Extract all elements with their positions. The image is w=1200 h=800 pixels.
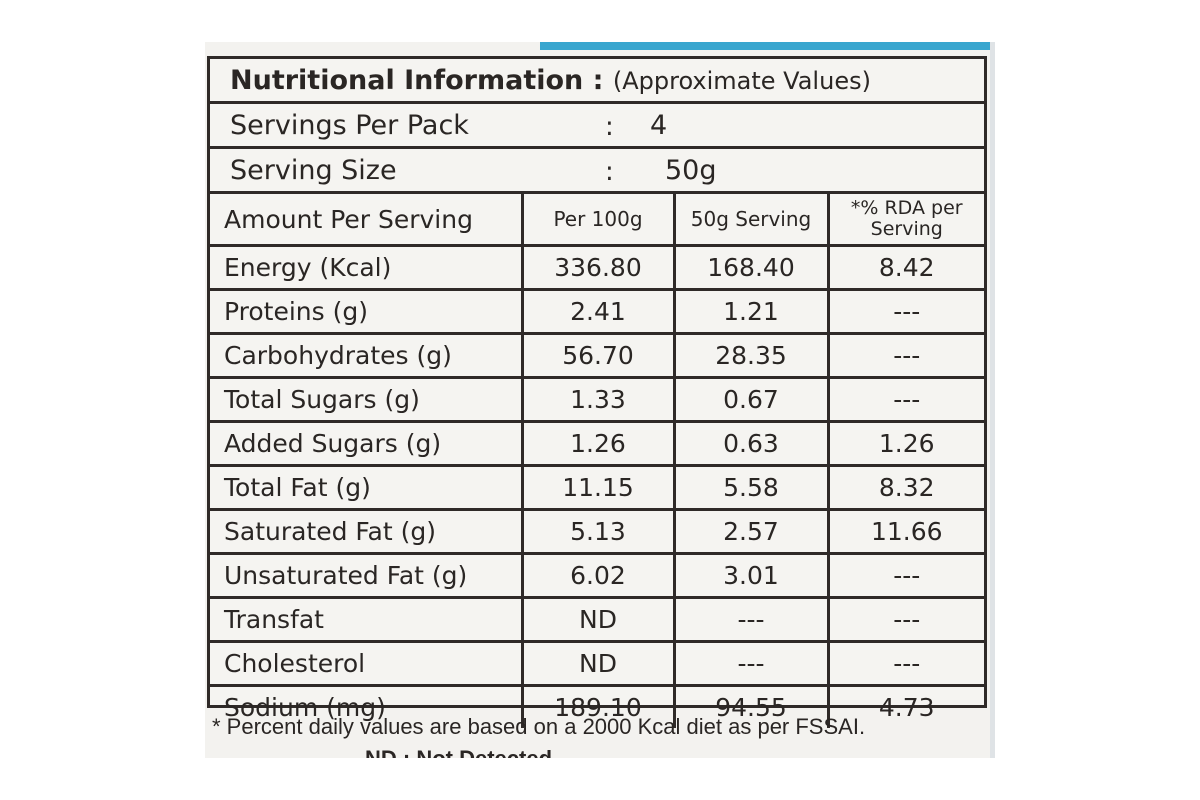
nutrition-table: Amount Per Serving Per 100g 50g Serving … bbox=[210, 194, 984, 728]
column-header-amount: Amount Per Serving bbox=[210, 194, 524, 247]
label-title-row: Nutritional Information : (Approximate V… bbox=[210, 59, 984, 104]
per-100g-value: ND bbox=[522, 641, 676, 687]
nd-note: ND : Not Detected bbox=[365, 746, 552, 758]
per-serving-value: 28.35 bbox=[674, 333, 830, 379]
nutrient-name: Cholesterol bbox=[210, 641, 524, 687]
servings-per-pack-row: Servings Per Pack : 4 bbox=[210, 104, 984, 149]
label-title-text: Nutritional Information : bbox=[230, 65, 604, 96]
nutrient-name: Saturated Fat (g) bbox=[210, 509, 524, 555]
nutrition-label: Nutritional Information : (Approximate V… bbox=[207, 56, 987, 728]
per-serving-value: 0.67 bbox=[674, 377, 830, 423]
nutrient-name: Transfat bbox=[210, 597, 524, 643]
table-row: Energy (Kcal) 336.80 168.40 8.42 bbox=[210, 245, 984, 291]
servings-per-pack-value: 4 bbox=[650, 110, 668, 141]
per-100g-value: 1.26 bbox=[522, 421, 676, 467]
table-row: Proteins (g) 2.41 1.21 --- bbox=[210, 289, 984, 335]
servings-per-pack-label: Servings Per Pack bbox=[230, 110, 469, 141]
package-edge bbox=[990, 42, 995, 758]
table-row: Sodium (mg) 189.10 94.55 4.73 bbox=[210, 685, 984, 728]
per-serving-value: --- bbox=[674, 597, 830, 643]
per-100g-value: 11.15 bbox=[522, 465, 676, 511]
per-100g-value: 6.02 bbox=[522, 553, 676, 599]
rda-value: 8.32 bbox=[828, 465, 984, 511]
per-100g-value: 336.80 bbox=[522, 245, 676, 291]
per-100g-value: 5.13 bbox=[522, 509, 676, 555]
per-100g-value: 1.33 bbox=[522, 377, 676, 423]
servings-per-pack-colon: : bbox=[605, 112, 614, 142]
rda-value: --- bbox=[828, 641, 984, 687]
serving-size-colon: : bbox=[605, 157, 614, 187]
per-serving-value: 2.57 bbox=[674, 509, 830, 555]
rda-value: 8.42 bbox=[828, 245, 984, 291]
column-header-rda: *% RDA per Serving bbox=[828, 194, 984, 247]
nutrient-name: Proteins (g) bbox=[210, 289, 524, 335]
per-serving-value: 3.01 bbox=[674, 553, 830, 599]
per-serving-value: 94.55 bbox=[674, 685, 830, 728]
rda-footnote: * Percent daily values are based on a 20… bbox=[212, 714, 866, 739]
per-100g-value: 56.70 bbox=[522, 333, 676, 379]
per-100g-value: 189.10 bbox=[522, 685, 676, 728]
nutrient-name: Added Sugars (g) bbox=[210, 421, 524, 467]
label-title: Nutritional Information : (Approximate V… bbox=[230, 65, 871, 96]
column-header-per-100g: Per 100g bbox=[522, 194, 676, 247]
rda-value: 11.66 bbox=[828, 509, 984, 555]
nutrient-name: Energy (Kcal) bbox=[210, 245, 524, 291]
table-row: Saturated Fat (g) 5.13 2.57 11.66 bbox=[210, 509, 984, 555]
per-serving-value: 5.58 bbox=[674, 465, 830, 511]
serving-size-row: Serving Size : 50g bbox=[210, 149, 984, 194]
nutrition-table-body: Energy (Kcal) 336.80 168.40 8.42 Proteins (g… bbox=[210, 245, 984, 728]
per-serving-value: --- bbox=[674, 641, 830, 687]
table-row: Total Fat (g) 11.15 5.58 8.32 bbox=[210, 465, 984, 511]
nutrition-table-header: Amount Per Serving Per 100g 50g Serving … bbox=[210, 194, 984, 247]
rda-value: --- bbox=[828, 553, 984, 599]
per-serving-value: 1.21 bbox=[674, 289, 830, 335]
nutrient-name: Sodium (mg) bbox=[210, 685, 524, 728]
rda-value: 4.73 bbox=[878, 693, 935, 722]
package-accent-strip bbox=[540, 42, 995, 50]
per-100g-value: 2.41 bbox=[522, 289, 676, 335]
rda-value: 1.26 bbox=[828, 421, 984, 467]
per-100g-value: ND bbox=[522, 597, 676, 643]
label-title-note: (Approximate Values) bbox=[612, 67, 871, 95]
serving-size-value: 50g bbox=[665, 155, 717, 186]
column-header-50g-serving: 50g Serving bbox=[674, 194, 830, 247]
nutrient-name: Unsaturated Fat (g) bbox=[210, 553, 524, 599]
rda-value: --- bbox=[828, 377, 984, 423]
table-row: Total Sugars (g) 1.33 0.67 --- bbox=[210, 377, 984, 423]
table-row: Carbohydrates (g) 56.70 28.35 --- bbox=[210, 333, 984, 379]
table-row: Transfat ND --- --- bbox=[210, 597, 984, 643]
table-row: Added Sugars (g) 1.26 0.63 1.26 bbox=[210, 421, 984, 467]
rda-value: --- bbox=[828, 597, 984, 643]
table-row: Cholesterol ND --- --- bbox=[210, 641, 984, 687]
serving-size-label: Serving Size bbox=[230, 155, 397, 186]
table-row: Unsaturated Fat (g) 6.02 3.01 --- bbox=[210, 553, 984, 599]
rda-value: --- bbox=[828, 333, 984, 379]
per-serving-value: 168.40 bbox=[674, 245, 830, 291]
per-serving-value: 0.63 bbox=[674, 421, 830, 467]
nutrient-name: Total Fat (g) bbox=[210, 465, 524, 511]
nutrient-name: Total Sugars (g) bbox=[210, 377, 524, 423]
nutrient-name: Carbohydrates (g) bbox=[210, 333, 524, 379]
rda-value: --- bbox=[828, 289, 984, 335]
